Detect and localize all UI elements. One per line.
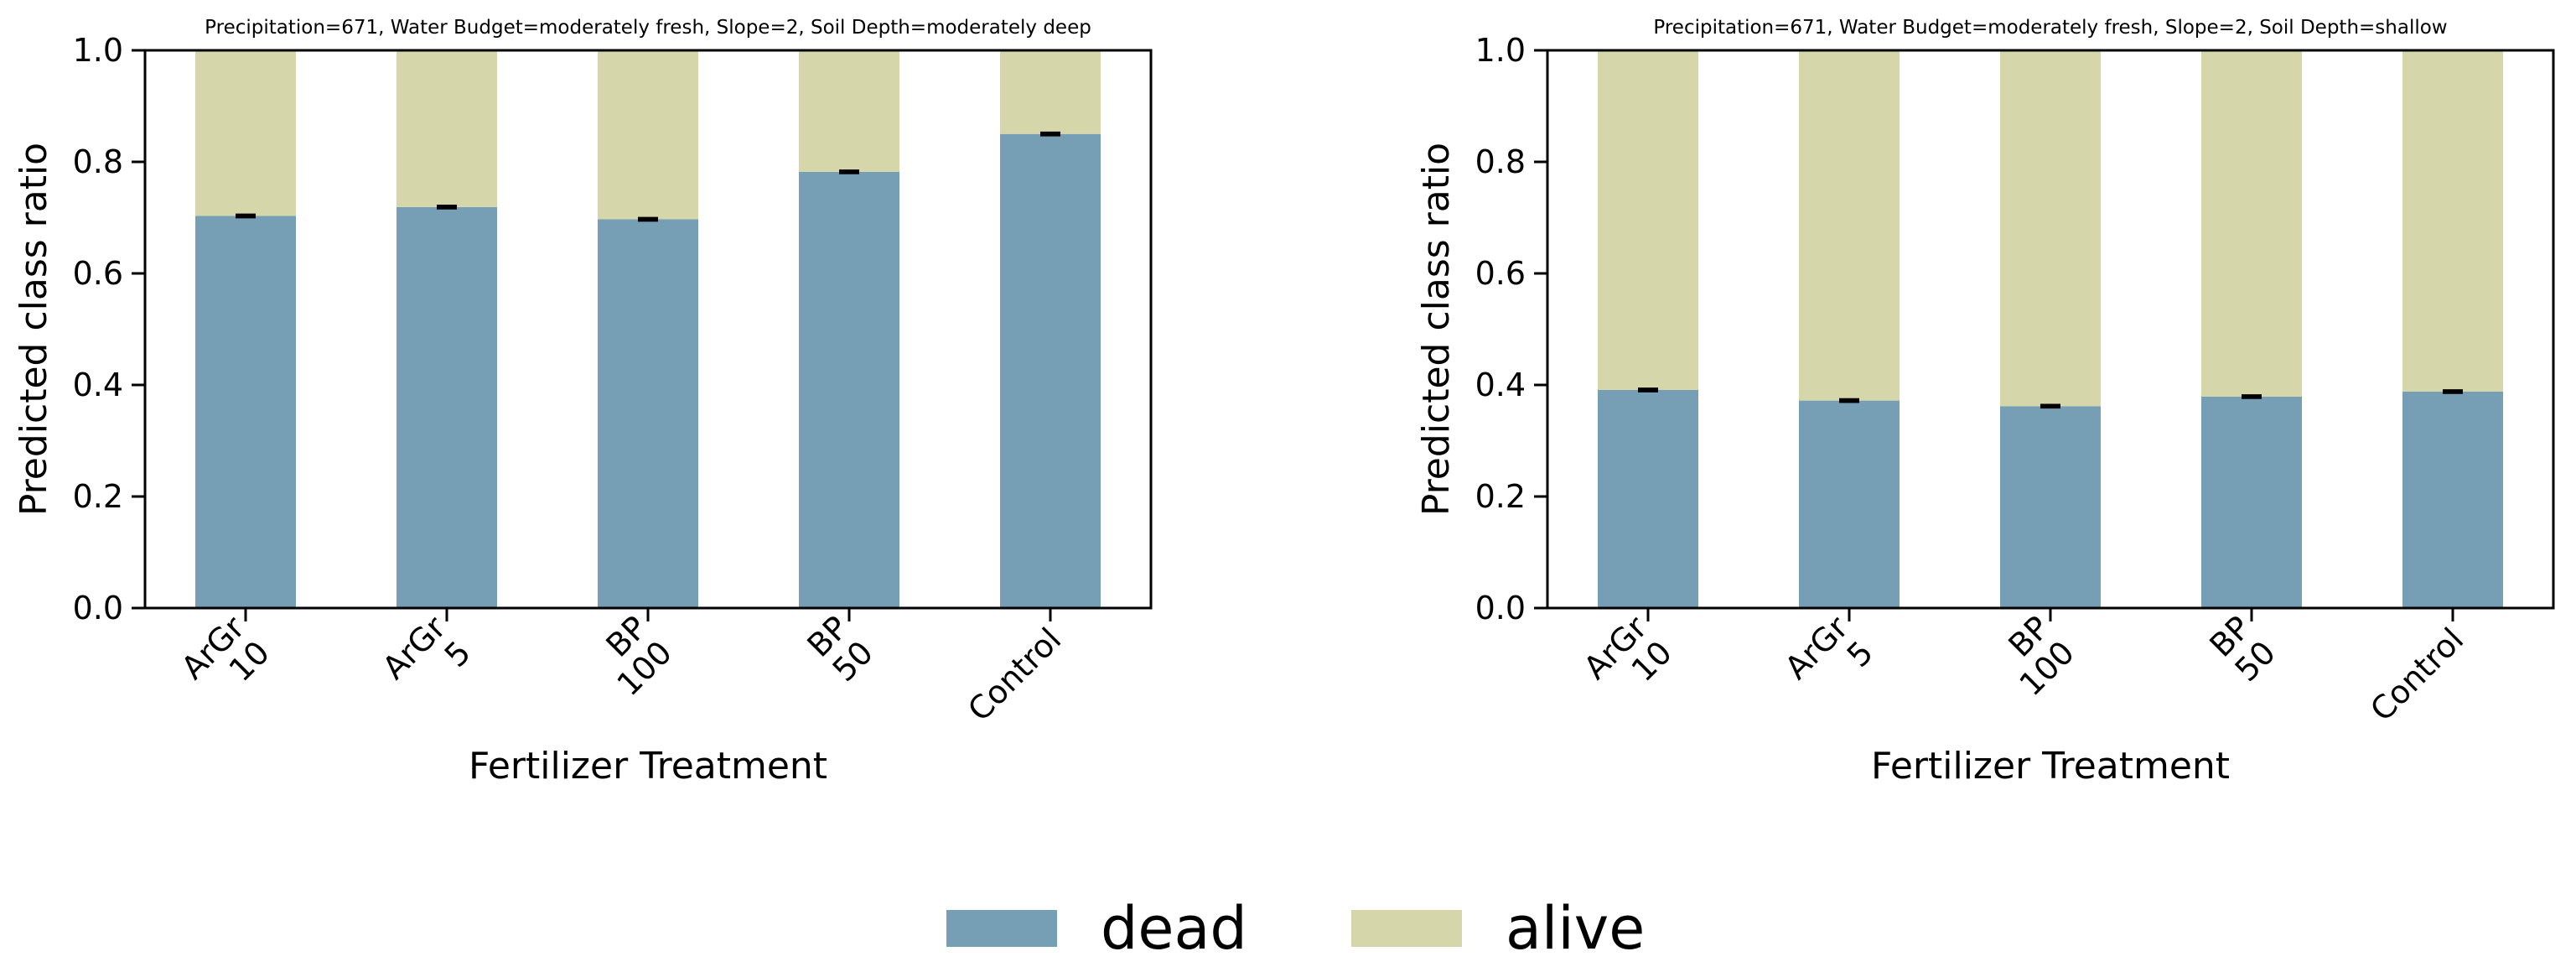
y-axis-label: Predicted class ratio [1415, 143, 1458, 516]
y-tick-label: 0.0 [73, 590, 123, 626]
bar-dead [397, 206, 497, 609]
x-tick-label: Control [2363, 621, 2470, 728]
bar-dead [598, 219, 698, 608]
bar-alive [1598, 50, 1698, 390]
bar-dead [195, 216, 296, 608]
y-tick-label: 0.8 [1475, 143, 1526, 180]
x-tick-label: ArGr5 [376, 609, 478, 711]
chart-title: Precipitation=671, Water Budget=moderate… [205, 17, 1091, 39]
axes-frame [1546, 49, 2555, 610]
x-tick-label-line: Control [2363, 621, 2470, 728]
bar-alive [1000, 50, 1101, 134]
bar-alive [2402, 50, 2503, 392]
bar-alive [598, 50, 698, 220]
bar-alive [799, 50, 899, 172]
x-tick-label: ArGr5 [1778, 609, 1880, 711]
x-axis-label: Fertilizer Treatment [469, 745, 827, 788]
x-tick-label: Control [961, 621, 1068, 728]
legend: dead alive [946, 894, 1645, 963]
chart-title: Precipitation=671, Water Budget=moderate… [1653, 17, 2447, 39]
x-tick-label: BP100 [1988, 609, 2081, 703]
y-tick-label: 1.0 [73, 32, 123, 69]
bar-dead [2402, 391, 2503, 608]
x-tick-label: ArGr10 [1577, 609, 1679, 711]
y-tick-label: 0.2 [1475, 478, 1526, 515]
y-axis-label: Predicted class ratio [13, 143, 55, 516]
y-tick-label: 0.0 [1475, 590, 1526, 626]
y-tick-label: 0.4 [73, 367, 123, 403]
bar-dead [2000, 406, 2101, 608]
bar-dead [1598, 389, 1698, 608]
bar-alive [195, 50, 296, 216]
y-tick-label: 0.6 [1475, 255, 1526, 292]
legend-swatch-dead [946, 910, 1057, 947]
x-tick-label: BP50 [2202, 609, 2282, 689]
legend-swatch-alive [1351, 910, 1462, 947]
y-tick-label: 0.6 [73, 255, 123, 292]
y-tick-label: 0.2 [73, 478, 123, 515]
legend-label-alive: alive [1506, 894, 1645, 963]
legend-label-dead: dead [1101, 894, 1247, 963]
x-tick-label: BP50 [800, 609, 879, 689]
bar-dead [799, 171, 899, 609]
x-tick-label: ArGr10 [174, 609, 277, 711]
axes-frame [143, 49, 1153, 610]
chart-left: Precipitation=671, Water Budget=moderate… [13, 17, 1153, 788]
x-tick-label: BP100 [585, 609, 679, 703]
x-tick-label-line: Control [961, 621, 1068, 728]
bar-alive [397, 50, 497, 207]
bar-alive [2000, 50, 2101, 407]
bar-dead [1000, 133, 1101, 608]
bar-dead [1799, 400, 1900, 608]
bar-alive [1799, 50, 1900, 401]
bar-alive [2201, 50, 2302, 397]
y-tick-label: 1.0 [1475, 32, 1526, 69]
bar-dead [2201, 396, 2302, 608]
chart-right: Precipitation=671, Water Budget=moderate… [1415, 17, 2555, 788]
x-axis-label: Fertilizer Treatment [1871, 745, 2230, 788]
y-tick-label: 0.4 [1475, 367, 1526, 403]
y-tick-label: 0.8 [73, 143, 123, 180]
